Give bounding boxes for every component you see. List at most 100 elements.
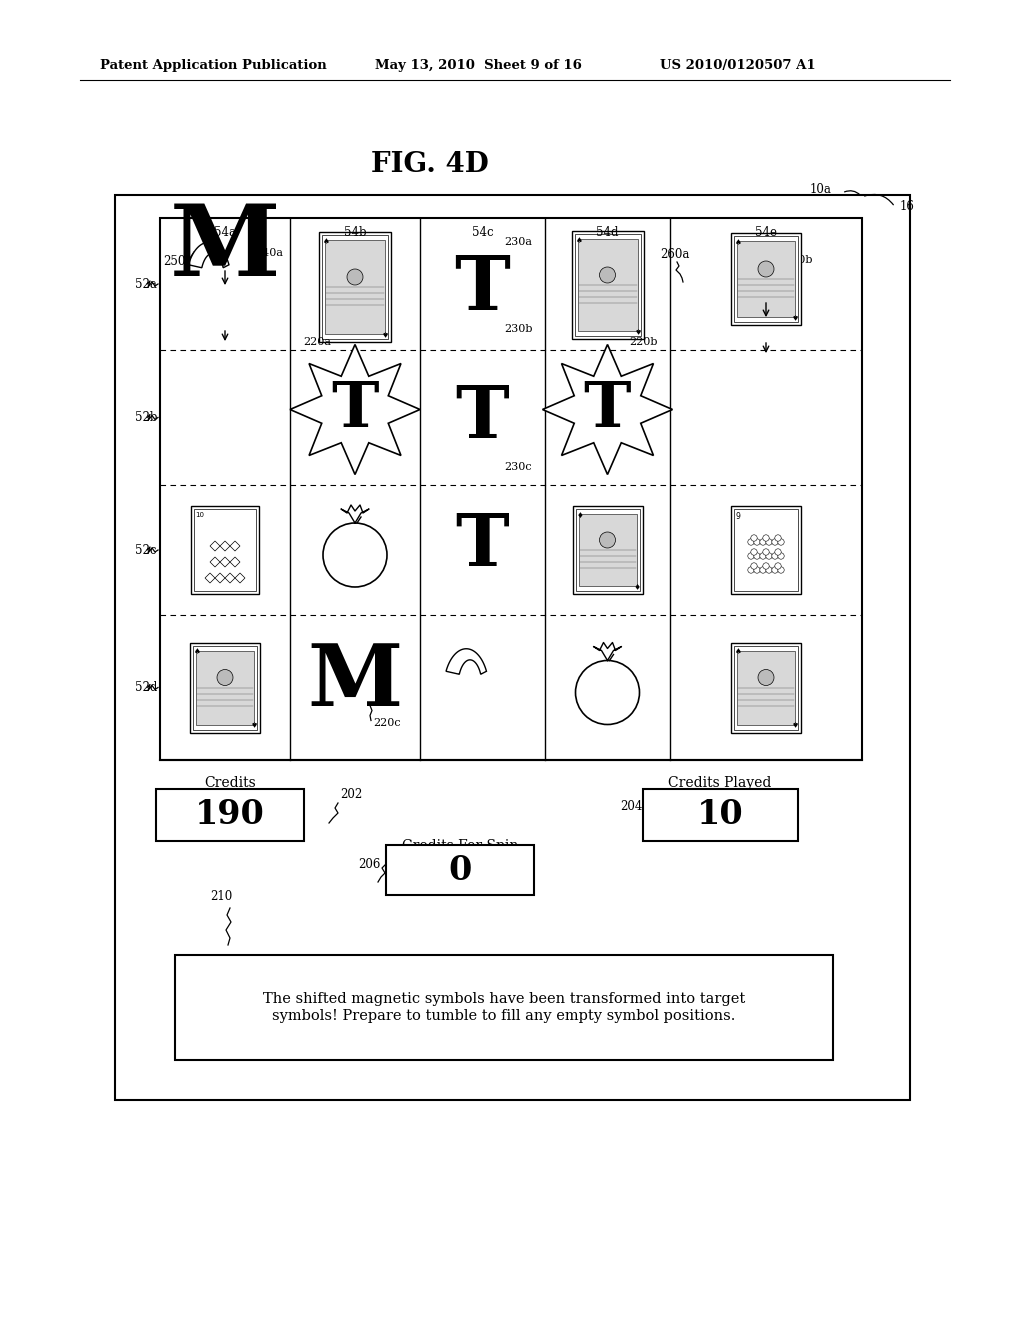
Circle shape [751, 562, 757, 569]
Text: 54e: 54e [755, 226, 777, 239]
Text: Credits Played: Credits Played [669, 776, 772, 789]
Text: 54b: 54b [344, 226, 367, 239]
Text: 240a: 240a [255, 248, 283, 257]
Bar [572, 506, 642, 594]
Circle shape [778, 553, 784, 560]
Circle shape [760, 566, 766, 573]
Bar [579, 513, 637, 586]
Circle shape [778, 566, 784, 573]
Polygon shape [230, 541, 240, 550]
Polygon shape [220, 541, 230, 550]
Polygon shape [225, 573, 234, 583]
Bar [191, 506, 259, 594]
Text: US 2010/0120507 A1: US 2010/0120507 A1 [660, 58, 816, 71]
Text: Credits For Spin: Credits For Spin [401, 840, 518, 853]
Bar [160, 218, 862, 760]
Text: ♦: ♦ [577, 511, 584, 520]
Text: Credits: Credits [204, 776, 256, 789]
Text: The shifted magnetic symbols have been transformed into target
symbols! Prepare : The shifted magnetic symbols have been t… [263, 993, 745, 1023]
Circle shape [217, 669, 233, 685]
Circle shape [772, 553, 778, 560]
Circle shape [772, 566, 778, 573]
Circle shape [754, 539, 760, 545]
Text: FIG. 4D: FIG. 4D [371, 152, 488, 178]
Text: 230b: 230b [505, 323, 534, 334]
Circle shape [754, 553, 760, 560]
Text: 9: 9 [735, 512, 740, 521]
Bar [196, 651, 254, 725]
Text: ♠: ♠ [249, 718, 256, 727]
Circle shape [766, 566, 772, 573]
Circle shape [772, 539, 778, 545]
Circle shape [775, 549, 781, 556]
Text: 260a: 260a [660, 248, 689, 261]
Text: 52b: 52b [135, 411, 158, 424]
Circle shape [748, 566, 755, 573]
Circle shape [766, 553, 772, 560]
Text: 202: 202 [340, 788, 362, 801]
Bar [571, 231, 643, 339]
Polygon shape [446, 648, 486, 675]
Circle shape [751, 535, 757, 541]
Bar [578, 239, 638, 331]
Polygon shape [290, 345, 420, 474]
Text: T: T [455, 253, 510, 326]
Text: 54a: 54a [214, 226, 236, 239]
Circle shape [758, 261, 774, 277]
Circle shape [748, 553, 755, 560]
Circle shape [766, 539, 772, 545]
Circle shape [748, 539, 755, 545]
Text: ♠: ♠ [735, 238, 741, 247]
Text: 220c: 220c [373, 718, 400, 727]
Bar [734, 645, 798, 730]
Text: 230a: 230a [505, 238, 532, 247]
Circle shape [775, 562, 781, 569]
Circle shape [763, 562, 769, 569]
Circle shape [347, 269, 362, 285]
Polygon shape [210, 557, 220, 568]
Bar [734, 510, 798, 591]
Text: ♠: ♠ [575, 236, 583, 246]
Text: 220a: 220a [303, 337, 331, 347]
Text: 0: 0 [449, 854, 472, 887]
Text: 240b: 240b [784, 255, 812, 265]
Bar [574, 234, 640, 337]
Text: 10: 10 [195, 512, 204, 517]
Bar [731, 643, 801, 733]
Text: ♠: ♠ [380, 327, 387, 337]
Text: 220b: 220b [630, 337, 658, 347]
Text: ♦: ♦ [632, 579, 639, 589]
Text: 190: 190 [195, 799, 265, 832]
Circle shape [763, 549, 769, 556]
Text: 54d: 54d [596, 226, 618, 239]
Bar [731, 234, 801, 325]
Circle shape [754, 566, 760, 573]
Text: Patent Application Publication: Patent Application Publication [100, 58, 327, 71]
Polygon shape [210, 541, 220, 550]
Bar [194, 510, 256, 591]
Text: 54c: 54c [472, 226, 494, 239]
Text: T: T [456, 510, 509, 581]
Text: M: M [170, 199, 281, 297]
Text: 16: 16 [900, 201, 914, 213]
Text: M: M [307, 640, 402, 725]
Text: ♠: ♠ [323, 238, 330, 246]
Bar [737, 242, 795, 317]
Polygon shape [230, 557, 240, 568]
Circle shape [760, 539, 766, 545]
Text: 204: 204 [620, 800, 642, 813]
Circle shape [599, 267, 615, 282]
Text: 10a: 10a [810, 183, 831, 195]
Circle shape [599, 532, 615, 548]
Bar [737, 651, 795, 725]
Circle shape [775, 535, 781, 541]
Circle shape [760, 553, 766, 560]
Text: T: T [331, 379, 379, 440]
Circle shape [739, 246, 793, 300]
Text: 10: 10 [696, 799, 743, 832]
Bar [642, 789, 798, 841]
Polygon shape [543, 345, 673, 474]
Bar [190, 643, 260, 733]
Polygon shape [188, 243, 229, 268]
Bar [156, 789, 304, 841]
